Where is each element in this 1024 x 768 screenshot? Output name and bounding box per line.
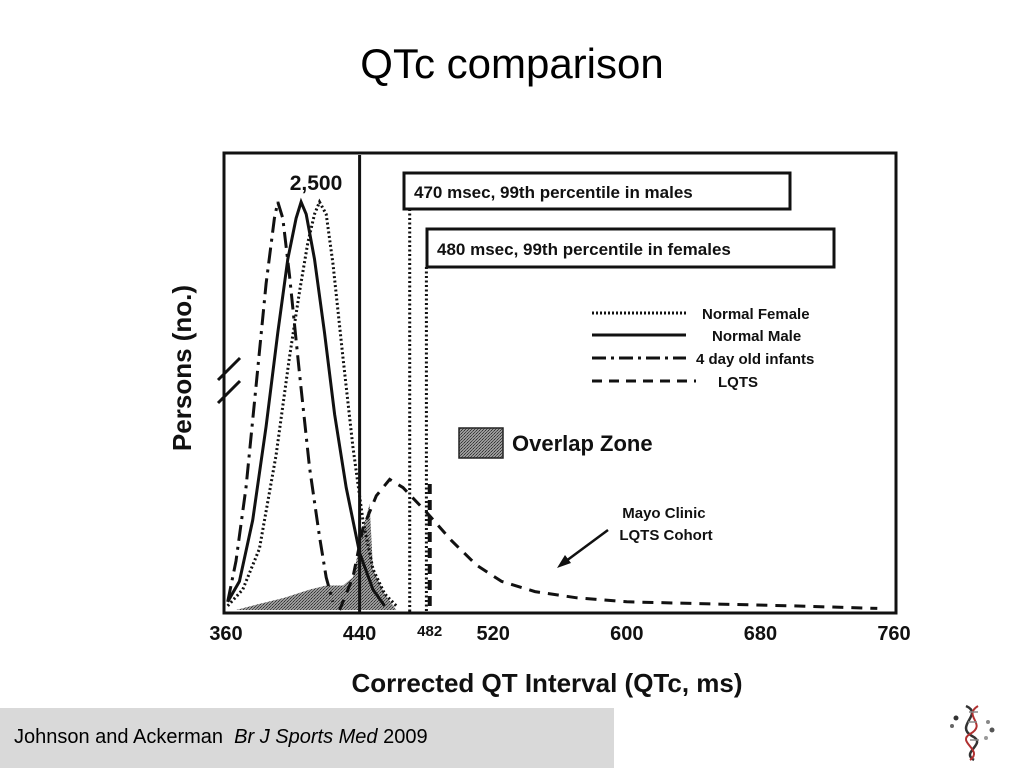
annotation-arrow <box>561 528 609 566</box>
legend-label-normal-female: Normal Female <box>702 306 810 323</box>
series-line-lqts <box>338 477 878 611</box>
overlap-zone-label: Overlap Zone <box>512 431 653 456</box>
x-tick-label-520: 520 <box>477 623 510 645</box>
citation-journal: Br J Sports Med <box>234 726 378 748</box>
slide-title: QTc comparison <box>360 40 664 87</box>
legend-label-normal-male: Normal Male <box>712 328 801 345</box>
x-ticks: 360 440 482 520 600 680 760 <box>209 623 910 645</box>
legend-label-infants: 4 day old infants <box>696 351 814 368</box>
series-line-normal-male <box>226 197 386 607</box>
legend: Normal Female Normal Male 4 day old infa… <box>592 306 814 391</box>
overlap-zone-layer <box>236 503 397 610</box>
dna-helix-logo <box>950 704 995 762</box>
male-threshold-label: 470 msec, 99th percentile in males <box>414 183 693 202</box>
citation-authors: Johnson and Ackerman <box>14 726 224 748</box>
axis-break-mark <box>216 356 242 382</box>
series-layer <box>226 155 878 612</box>
citation-bar: Johnson and Ackerman Br J Sports Med 200… <box>0 708 614 768</box>
series-line-4-day-old-infants <box>226 201 335 603</box>
male-threshold-box <box>402 171 792 211</box>
annotation-arrowhead <box>557 555 571 568</box>
x-tick-label-680: 680 <box>744 623 777 645</box>
qtc-chart: 2,500 470 msec, 99th percentile in males… <box>167 151 911 698</box>
annotation-mayo-clinic: Mayo Clinic LQTS Cohort <box>619 505 712 544</box>
x-tick-label-600: 600 <box>610 623 643 645</box>
x-tick-label-360: 360 <box>209 623 242 645</box>
overlap-zone-swatch <box>458 427 504 459</box>
axis-break-mark <box>216 379 242 405</box>
plot-frame <box>222 151 898 615</box>
legend-label-lqts: LQTS <box>718 374 758 391</box>
citation-year: 2009 <box>383 726 428 748</box>
x-tick-label-760: 760 <box>877 623 910 645</box>
female-threshold-label: 480 msec, 99th percentile in females <box>437 240 731 259</box>
overlap-zone-area <box>236 503 397 610</box>
y-axis-label: Persons (no.) <box>167 285 197 451</box>
citation-text: Johnson and Ackerman Br J Sports Med 200… <box>14 726 428 749</box>
x-tick-label-482: 482 <box>417 623 442 640</box>
peak-label: 2,500 <box>290 172 343 195</box>
x-tick-label-440: 440 <box>343 623 376 645</box>
series-line-normal-female <box>226 198 398 607</box>
x-axis-label: Corrected QT Interval (QTc, ms) <box>351 668 742 698</box>
female-threshold-box <box>425 227 836 269</box>
